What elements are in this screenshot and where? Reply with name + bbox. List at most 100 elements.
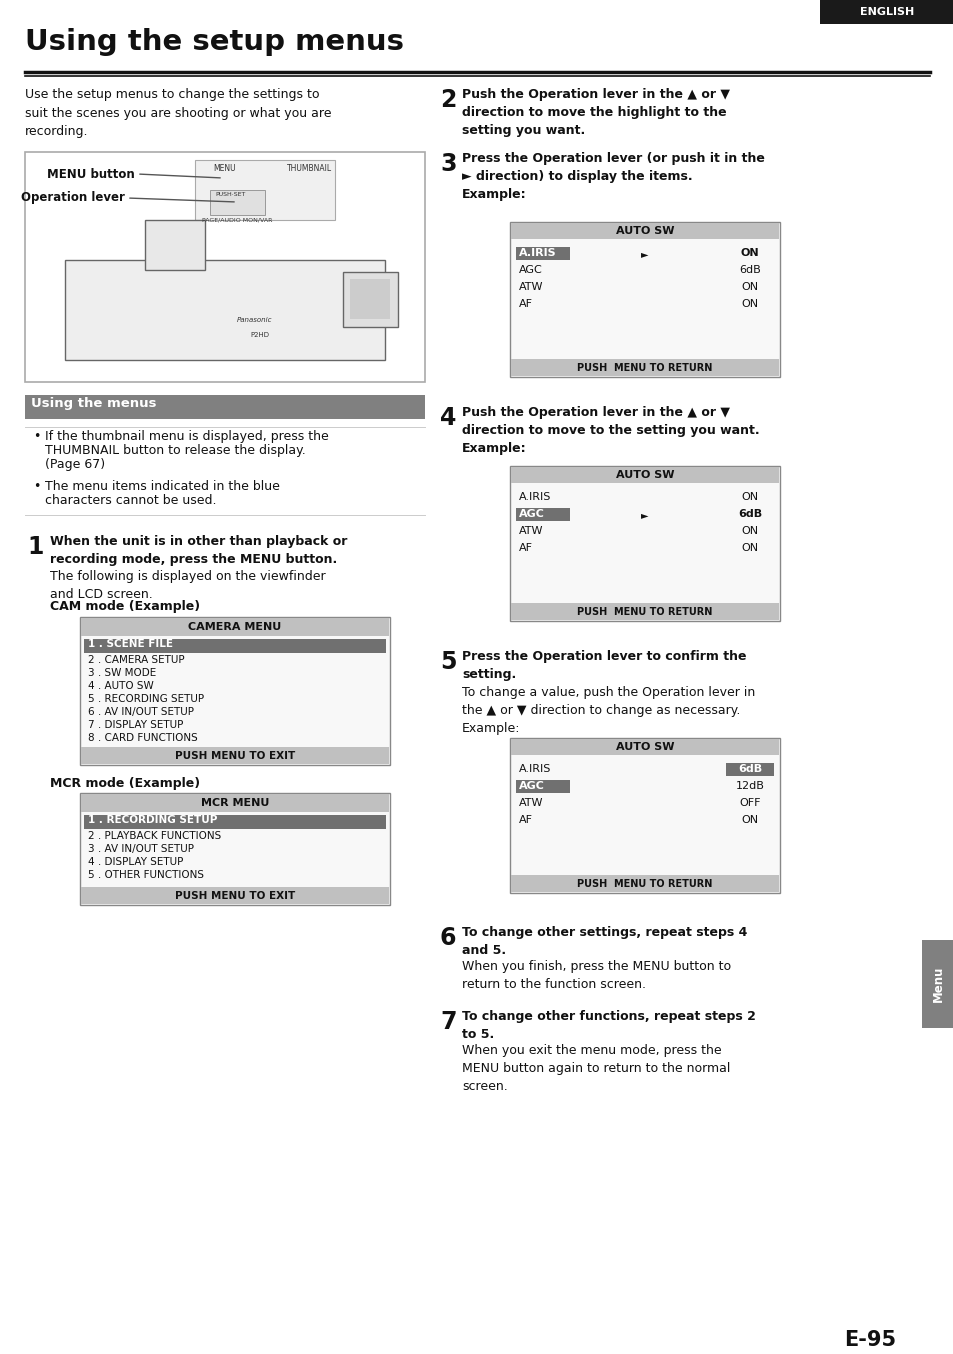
Text: 3 . AV IN/OUT SETUP: 3 . AV IN/OUT SETUP xyxy=(88,844,193,854)
Text: •: • xyxy=(33,481,40,493)
Bar xyxy=(921,940,953,1028)
Text: PAGE/AUDIO MON/VAR: PAGE/AUDIO MON/VAR xyxy=(202,218,272,223)
Text: 5: 5 xyxy=(439,650,456,674)
Text: Using the setup menus: Using the setup menus xyxy=(25,28,403,56)
Text: Push the Operation lever in the ▲ or ▼
direction to move to the setting you want: Push the Operation lever in the ▲ or ▼ d… xyxy=(461,406,759,455)
Text: 5 . OTHER FUNCTIONS: 5 . OTHER FUNCTIONS xyxy=(88,871,204,880)
Text: AUTO SW: AUTO SW xyxy=(615,226,674,236)
Text: If the thumbnail menu is displayed, press the: If the thumbnail menu is displayed, pres… xyxy=(45,431,329,443)
Text: To change other settings, repeat steps 4
and 5.: To change other settings, repeat steps 4… xyxy=(461,926,746,957)
Text: ON: ON xyxy=(740,815,758,825)
Bar xyxy=(84,815,386,829)
Text: 7: 7 xyxy=(439,1010,456,1034)
Bar xyxy=(145,219,205,269)
Bar xyxy=(65,260,385,360)
Text: ATW: ATW xyxy=(518,282,543,292)
Bar xyxy=(511,739,779,756)
Text: ENGLISH: ENGLISH xyxy=(859,7,913,18)
Text: A.IRIS: A.IRIS xyxy=(518,248,556,259)
Bar xyxy=(511,359,779,376)
Text: ATW: ATW xyxy=(518,525,543,536)
Text: 3 . SW MODE: 3 . SW MODE xyxy=(88,668,156,678)
Text: Using the menus: Using the menus xyxy=(30,397,156,410)
Bar xyxy=(511,603,779,620)
Text: A.IRIS: A.IRIS xyxy=(518,492,551,502)
Text: The menu items indicated in the blue: The menu items indicated in the blue xyxy=(45,481,279,493)
Text: 6dB: 6dB xyxy=(738,509,761,519)
Text: 6: 6 xyxy=(439,926,456,951)
Bar xyxy=(194,160,335,219)
Text: A.IRIS: A.IRIS xyxy=(518,764,551,774)
Bar xyxy=(210,190,265,215)
Text: 8 . CARD FUNCTIONS: 8 . CARD FUNCTIONS xyxy=(88,733,197,743)
Text: 3: 3 xyxy=(439,152,456,176)
Bar xyxy=(350,279,390,320)
Text: 2: 2 xyxy=(439,88,456,112)
Text: AGC: AGC xyxy=(518,781,544,791)
Text: PUSH  MENU TO RETURN: PUSH MENU TO RETURN xyxy=(577,363,712,372)
Bar xyxy=(81,747,389,764)
Text: MCR mode (Example): MCR mode (Example) xyxy=(50,777,200,789)
Text: 6dB: 6dB xyxy=(739,265,760,275)
Bar xyxy=(511,875,779,892)
Bar xyxy=(84,639,386,653)
Bar xyxy=(820,0,953,24)
Text: AUTO SW: AUTO SW xyxy=(615,742,674,751)
Bar xyxy=(511,223,779,240)
Text: The following is displayed on the viewfinder
and LCD screen.: The following is displayed on the viewfi… xyxy=(50,570,325,601)
Text: AF: AF xyxy=(518,543,533,552)
Text: MENU button: MENU button xyxy=(48,168,135,180)
Bar xyxy=(725,764,773,776)
Text: PUSH  MENU TO RETURN: PUSH MENU TO RETURN xyxy=(577,607,712,617)
Bar xyxy=(81,793,389,812)
Circle shape xyxy=(243,194,261,213)
Text: ATW: ATW xyxy=(518,798,543,808)
Text: When the unit is in other than playback or
recording mode, press the MENU button: When the unit is in other than playback … xyxy=(50,535,347,566)
Bar xyxy=(510,738,780,894)
Text: PUSH MENU TO EXIT: PUSH MENU TO EXIT xyxy=(174,891,294,900)
Text: MENU: MENU xyxy=(213,164,236,173)
Text: Panasonic: Panasonic xyxy=(237,317,273,324)
Bar xyxy=(510,466,780,621)
Text: Operation lever: Operation lever xyxy=(21,191,125,204)
Text: 1 . RECORDING SETUP: 1 . RECORDING SETUP xyxy=(88,815,217,825)
Text: CAMERA MENU: CAMERA MENU xyxy=(188,621,281,632)
Text: 2 . CAMERA SETUP: 2 . CAMERA SETUP xyxy=(88,655,185,665)
Text: Press the Operation lever (or push it in the
► direction) to display the items.
: Press the Operation lever (or push it in… xyxy=(461,152,764,200)
Bar xyxy=(511,467,779,483)
Text: 4 . DISPLAY SETUP: 4 . DISPLAY SETUP xyxy=(88,857,183,867)
Text: 4 . AUTO SW: 4 . AUTO SW xyxy=(88,681,153,691)
Text: AF: AF xyxy=(518,815,533,825)
Text: 4: 4 xyxy=(439,406,456,431)
Text: ON: ON xyxy=(740,492,758,502)
Text: 1: 1 xyxy=(27,535,43,559)
Bar xyxy=(343,272,397,328)
Text: ON: ON xyxy=(740,282,758,292)
Text: ►: ► xyxy=(640,510,648,520)
Text: THUMBNAIL: THUMBNAIL xyxy=(287,164,333,173)
Text: 1 . SCENE FILE: 1 . SCENE FILE xyxy=(88,639,172,649)
Bar xyxy=(81,887,389,904)
Text: ON: ON xyxy=(740,525,758,536)
Text: ►: ► xyxy=(640,249,648,259)
Text: PUSH MENU TO EXIT: PUSH MENU TO EXIT xyxy=(174,751,294,761)
Text: AGC: AGC xyxy=(518,509,544,519)
Bar xyxy=(516,780,569,793)
Text: Use the setup menus to change the settings to
suit the scenes you are shooting o: Use the setup menus to change the settin… xyxy=(25,88,331,138)
Text: 2 . PLAYBACK FUNCTIONS: 2 . PLAYBACK FUNCTIONS xyxy=(88,831,221,841)
Text: AGC: AGC xyxy=(518,265,542,275)
Text: THUMBNAIL button to release the display.: THUMBNAIL button to release the display. xyxy=(45,444,305,458)
Text: P2HD: P2HD xyxy=(251,332,269,338)
Text: PUSH·SET: PUSH·SET xyxy=(214,192,245,196)
Text: ON: ON xyxy=(740,299,758,309)
Bar xyxy=(80,793,390,904)
Bar xyxy=(516,246,569,260)
Text: AUTO SW: AUTO SW xyxy=(615,470,674,481)
Text: Push the Operation lever in the ▲ or ▼
direction to move the highlight to the
se: Push the Operation lever in the ▲ or ▼ d… xyxy=(461,88,729,137)
Bar xyxy=(25,395,424,418)
Text: PUSH  MENU TO RETURN: PUSH MENU TO RETURN xyxy=(577,879,712,890)
Bar xyxy=(510,222,780,376)
Text: Press the Operation lever to confirm the
setting.: Press the Operation lever to confirm the… xyxy=(461,650,745,681)
Text: To change a value, push the Operation lever in
the ▲ or ▼ direction to change as: To change a value, push the Operation le… xyxy=(461,686,755,735)
Text: (Page 67): (Page 67) xyxy=(45,458,105,471)
